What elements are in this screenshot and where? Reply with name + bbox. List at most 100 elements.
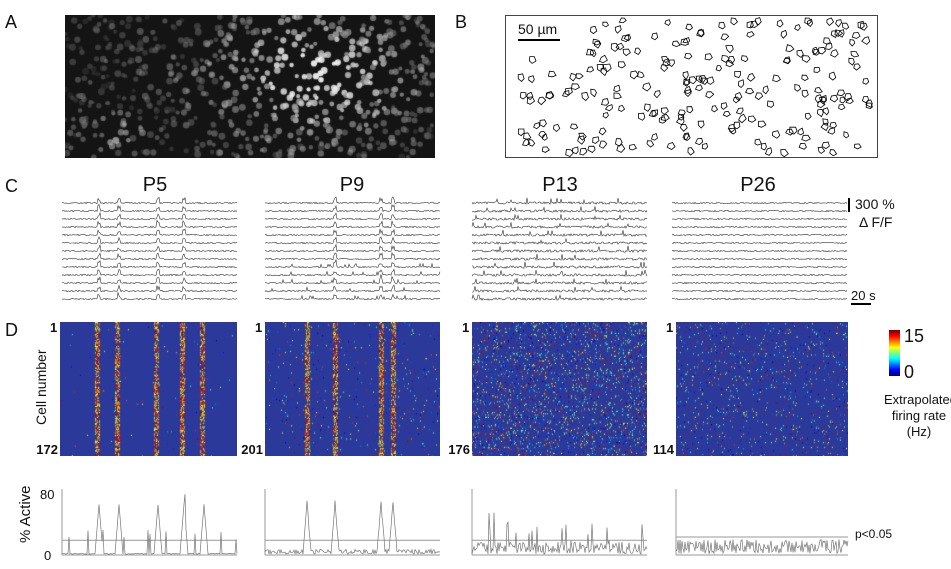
amplitude-scale-bar xyxy=(848,198,850,212)
cell-outline xyxy=(565,148,574,157)
cell-outline xyxy=(697,28,705,38)
cell-outline xyxy=(826,17,835,27)
cell-outline xyxy=(705,91,715,99)
cell-outline xyxy=(581,92,589,102)
trace-P26 xyxy=(671,217,848,221)
cell-outline xyxy=(727,123,736,133)
age-title-p26: P26 xyxy=(740,174,776,196)
trace-P5 xyxy=(61,236,238,245)
cell-outline xyxy=(517,73,525,82)
cell-first-label: 1 xyxy=(462,320,470,335)
cell-outline xyxy=(664,19,671,26)
cell-outline xyxy=(660,64,669,73)
active-line-P9 xyxy=(264,500,441,556)
cell-outline xyxy=(528,56,537,64)
trace-P26 xyxy=(671,289,848,293)
heatmap-P9 xyxy=(265,322,440,456)
cell-outline xyxy=(586,66,595,73)
cell-outline xyxy=(661,56,670,63)
cell-outline xyxy=(577,135,586,145)
calcium-traces xyxy=(61,196,848,301)
trace-P5 xyxy=(62,284,238,293)
active-line-P5 xyxy=(61,494,238,555)
active-line-P13 xyxy=(471,512,648,555)
cell-outline xyxy=(682,132,689,141)
panel-label-d: D xyxy=(5,320,18,340)
cell-outline xyxy=(757,120,767,128)
cell-outline xyxy=(747,115,757,123)
trace-P26 xyxy=(671,297,848,301)
cell-outline xyxy=(587,145,596,154)
cell-outline xyxy=(695,75,703,83)
cell-outline xyxy=(780,29,788,39)
cell-outline xyxy=(686,106,694,114)
amplitude-scale-label: 300 % xyxy=(855,196,895,212)
trace-P26 xyxy=(671,265,848,269)
cell-outline xyxy=(666,142,676,150)
cell-outline xyxy=(662,58,671,67)
cell-outline xyxy=(734,91,743,101)
cell-outline xyxy=(822,107,830,116)
cell-outline xyxy=(539,119,547,128)
cell-outline xyxy=(725,44,734,54)
cell-outline xyxy=(806,18,813,27)
trace-P26 xyxy=(671,233,848,237)
trace-P13 xyxy=(471,261,648,269)
cell-first-label: 1 xyxy=(50,320,58,335)
trace-P9 xyxy=(264,284,441,293)
cell-outline xyxy=(651,109,659,118)
cell-outline xyxy=(760,142,767,151)
cell-outline xyxy=(801,89,809,98)
cell-outline xyxy=(814,87,823,94)
cell-outline xyxy=(797,127,805,136)
trace-P26 xyxy=(671,281,848,285)
cell-outline xyxy=(613,92,622,99)
cell-outline xyxy=(828,71,837,81)
cell-outline xyxy=(643,103,651,112)
trace-P13 xyxy=(471,293,648,301)
cell-outline xyxy=(598,54,608,64)
trace-P5 xyxy=(61,276,237,285)
cell-outline xyxy=(651,32,659,41)
heatmap-P5 xyxy=(60,322,237,456)
panel-label-c: C xyxy=(5,176,18,196)
trace-P13 xyxy=(471,285,648,293)
cell-outline xyxy=(735,107,744,115)
heatmap-y-label: Cell number xyxy=(33,349,49,425)
cell-outline xyxy=(694,84,703,92)
trace-P9 xyxy=(264,268,441,277)
age-title-p5: P5 xyxy=(142,174,168,196)
cell-outline xyxy=(838,103,846,111)
cell-outline xyxy=(865,102,873,110)
colorbar-max: 15 xyxy=(904,326,925,346)
cell-outline xyxy=(569,73,577,82)
cell-outline xyxy=(598,127,607,136)
cell-outline xyxy=(648,110,657,118)
trace-P9 xyxy=(264,196,441,205)
cell-outline xyxy=(822,118,829,126)
cell-outline xyxy=(697,120,705,129)
trace-P9 xyxy=(265,243,441,253)
cell-outline xyxy=(861,36,871,45)
cell-outline xyxy=(762,85,769,95)
amplitude-unit: Δ F/F xyxy=(859,214,893,230)
cell-outline xyxy=(780,148,789,158)
trace-P13 xyxy=(472,253,648,262)
cell-outline xyxy=(629,70,639,80)
trace-P5 xyxy=(61,244,238,253)
trace-P26 xyxy=(671,201,848,205)
cell-outline xyxy=(675,116,685,126)
cell-outline xyxy=(653,90,661,99)
cell-outline xyxy=(830,49,839,58)
trace-P13 xyxy=(471,229,648,237)
cell-first-label: 1 xyxy=(255,320,263,335)
cell-outline xyxy=(610,42,620,52)
cell-outline xyxy=(620,34,630,43)
cell-outline xyxy=(537,96,547,106)
cell-outline xyxy=(517,128,525,137)
cell-outline xyxy=(837,29,845,38)
cell-outline xyxy=(592,136,600,144)
cell-count-label: 201 xyxy=(241,442,263,457)
cell-outline xyxy=(835,19,843,28)
